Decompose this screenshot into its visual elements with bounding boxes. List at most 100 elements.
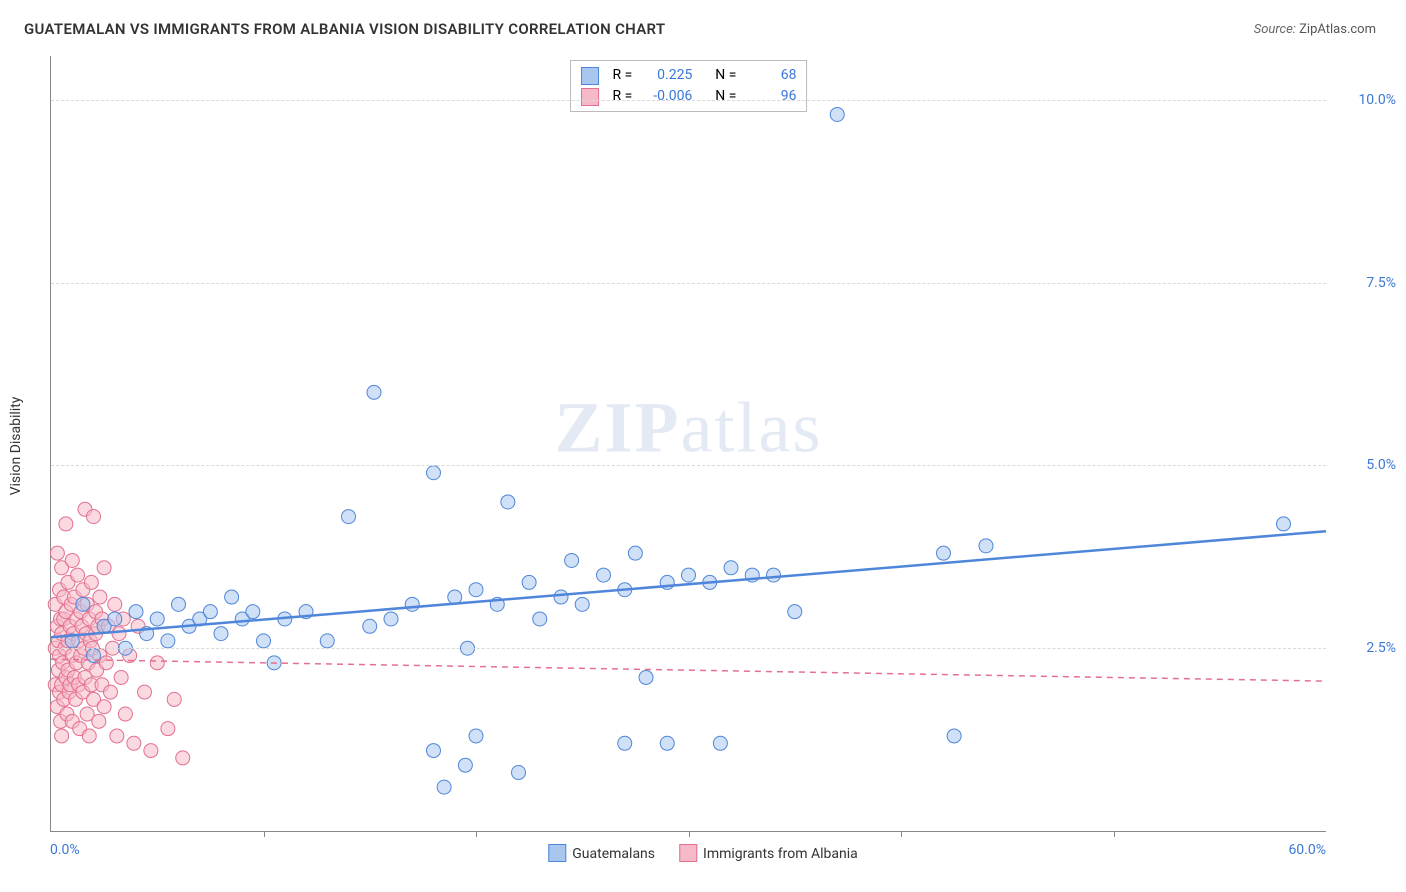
scatter-point [144,744,158,758]
scatter-point [150,656,164,670]
scatter-point [469,729,483,743]
scatter-point [320,634,334,648]
scatter-point [554,590,568,604]
scatter-point [112,627,126,641]
scatter-point [129,605,143,619]
scatter-point [830,107,844,121]
scatter-point [167,692,181,706]
scatter-point [788,605,802,619]
scatter-point [55,729,69,743]
legend-swatch-series-2 [679,844,697,862]
scatter-point [203,605,217,619]
scatter-point [99,656,113,670]
scatter-point [176,751,190,765]
grid-line [51,100,1326,101]
scatter-point [108,597,122,611]
scatter-point [437,780,451,794]
scatter-point [114,670,128,684]
source-label: Source: [1254,22,1296,37]
scatter-point [979,539,993,553]
scatter-point [713,736,727,750]
grid-line [51,465,1326,466]
source-value: ZipAtlas.com [1299,22,1376,37]
y-tick-label: 10.0% [1336,92,1396,108]
scatter-point [214,627,228,641]
grid-line [51,648,1326,649]
legend-item-series-2: Immigrants from Albania [679,844,858,862]
scatter-point [469,583,483,597]
x-tick [901,831,902,837]
scatter-point [104,685,118,699]
x-tick [476,831,477,837]
scatter-point [618,736,632,750]
y-tick-label: 5.0% [1336,457,1396,473]
x-tick [1114,831,1115,837]
scatter-point [92,714,106,728]
scatter-point [660,736,674,750]
scatter-point [628,546,642,560]
series-legend: Guatemalans Immigrants from Albania [548,844,857,862]
scatter-point [161,722,175,736]
scatter-point [565,553,579,567]
scatter-point [172,597,186,611]
scatter-point [50,546,64,560]
scatter-point [82,729,96,743]
scatter-point [257,634,271,648]
chart-container: GUATEMALAN VS IMMIGRANTS FROM ALBANIA VI… [0,0,1406,892]
scatter-point [597,568,611,582]
y-tick-label: 7.5% [1336,275,1396,291]
scatter-point [458,758,472,772]
scatter-point [108,612,122,626]
scatter-point [97,561,111,575]
scatter-point [76,597,90,611]
scatter-point [150,612,164,626]
legend-label-series-2: Immigrants from Albania [703,846,858,862]
scatter-point [93,590,107,604]
scatter-point [682,568,696,582]
legend-item-series-1: Guatemalans [548,844,655,862]
scatter-plot-svg [51,56,1326,831]
legend-label-series-1: Guatemalans [572,846,655,862]
source-attribution: Source: ZipAtlas.com [1254,22,1376,37]
scatter-point [97,700,111,714]
scatter-point [87,510,101,524]
scatter-point [501,495,515,509]
scatter-point [342,510,356,524]
scatter-point [448,590,462,604]
scatter-point [138,685,152,699]
scatter-point [522,575,536,589]
scatter-point [575,597,589,611]
scatter-point [127,736,141,750]
scatter-point [427,466,441,480]
scatter-point [246,605,260,619]
scatter-point [405,597,419,611]
scatter-point [118,707,132,721]
scatter-point [59,517,73,531]
scatter-point [639,670,653,684]
x-tick [264,831,265,837]
scatter-point [533,612,547,626]
trend-line [51,531,1326,637]
scatter-point [937,546,951,560]
y-axis-title: Vision Disability [8,397,24,496]
plot-area: ZIPatlas R = 0.225 N = 68 R = -0.006 N =… [50,56,1326,832]
scatter-point [225,590,239,604]
scatter-point [512,766,526,780]
x-axis-max-label: 60.0% [1288,842,1326,858]
scatter-point [427,744,441,758]
scatter-point [724,561,738,575]
chart-title: GUATEMALAN VS IMMIGRANTS FROM ALBANIA VI… [24,20,665,38]
x-tick [689,831,690,837]
legend-swatch-series-1 [548,844,566,862]
scatter-point [947,729,961,743]
grid-line [51,283,1326,284]
scatter-point [110,729,124,743]
scatter-point [161,634,175,648]
scatter-point [65,553,79,567]
scatter-point [84,575,98,589]
scatter-point [384,612,398,626]
trend-line [51,659,1326,681]
scatter-point [1277,517,1291,531]
scatter-point [767,568,781,582]
scatter-point [363,619,377,633]
